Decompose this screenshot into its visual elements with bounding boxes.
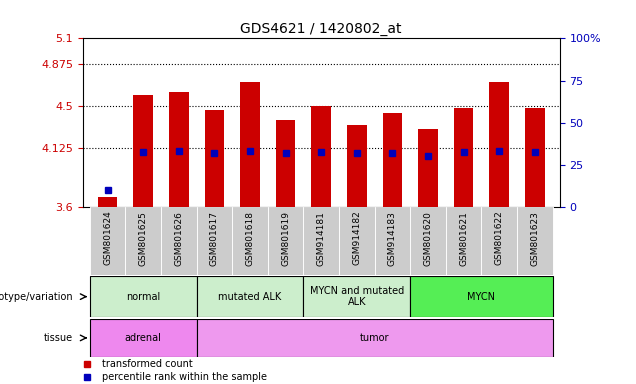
Bar bbox=[98, 197, 118, 207]
Bar bbox=[446, 207, 481, 275]
Bar bbox=[276, 119, 295, 207]
Text: GSM801620: GSM801620 bbox=[424, 211, 432, 266]
Bar bbox=[125, 207, 161, 275]
Text: GSM801619: GSM801619 bbox=[281, 211, 290, 266]
Bar bbox=[232, 207, 268, 275]
Bar bbox=[375, 207, 410, 275]
Text: GSM801618: GSM801618 bbox=[245, 211, 254, 266]
Bar bbox=[197, 276, 303, 317]
Text: transformed count: transformed count bbox=[102, 359, 193, 369]
Bar bbox=[169, 93, 189, 207]
Text: GSM801622: GSM801622 bbox=[495, 211, 504, 265]
Text: GSM801621: GSM801621 bbox=[459, 211, 468, 266]
Text: tumor: tumor bbox=[360, 333, 389, 343]
Text: GSM801625: GSM801625 bbox=[139, 211, 148, 266]
Bar bbox=[410, 276, 553, 317]
Bar bbox=[418, 129, 438, 207]
Text: normal: normal bbox=[126, 291, 160, 302]
Text: MYCN: MYCN bbox=[467, 291, 495, 302]
Text: GSM801626: GSM801626 bbox=[174, 211, 183, 266]
Bar bbox=[268, 207, 303, 275]
Bar bbox=[205, 111, 224, 207]
Text: genotype/variation: genotype/variation bbox=[0, 291, 73, 302]
Text: MYCN and mutated
ALK: MYCN and mutated ALK bbox=[310, 286, 404, 308]
Bar bbox=[197, 207, 232, 275]
Bar bbox=[410, 207, 446, 275]
Bar bbox=[347, 125, 366, 207]
Text: GSM914183: GSM914183 bbox=[388, 211, 397, 266]
Text: adrenal: adrenal bbox=[125, 333, 162, 343]
Text: GSM914181: GSM914181 bbox=[317, 211, 326, 266]
Bar bbox=[197, 319, 553, 357]
Bar bbox=[481, 207, 517, 275]
Bar bbox=[339, 207, 375, 275]
Bar bbox=[517, 207, 553, 275]
Bar bbox=[90, 319, 197, 357]
Bar bbox=[240, 82, 259, 207]
Bar bbox=[489, 82, 509, 207]
Bar bbox=[303, 207, 339, 275]
Title: GDS4621 / 1420802_at: GDS4621 / 1420802_at bbox=[240, 22, 402, 36]
Text: tissue: tissue bbox=[44, 333, 73, 343]
Text: mutated ALK: mutated ALK bbox=[218, 291, 282, 302]
Text: GSM801623: GSM801623 bbox=[530, 211, 539, 266]
Bar bbox=[161, 207, 197, 275]
Bar bbox=[312, 106, 331, 207]
Bar bbox=[134, 95, 153, 207]
Bar bbox=[525, 108, 544, 207]
Bar bbox=[90, 207, 125, 275]
Text: GSM801617: GSM801617 bbox=[210, 211, 219, 266]
Bar bbox=[383, 113, 402, 207]
Bar bbox=[90, 276, 197, 317]
Bar bbox=[303, 276, 410, 317]
Text: percentile rank within the sample: percentile rank within the sample bbox=[102, 372, 266, 382]
Text: GSM801624: GSM801624 bbox=[103, 211, 112, 265]
Bar bbox=[453, 108, 473, 207]
Text: GSM914182: GSM914182 bbox=[352, 211, 361, 265]
